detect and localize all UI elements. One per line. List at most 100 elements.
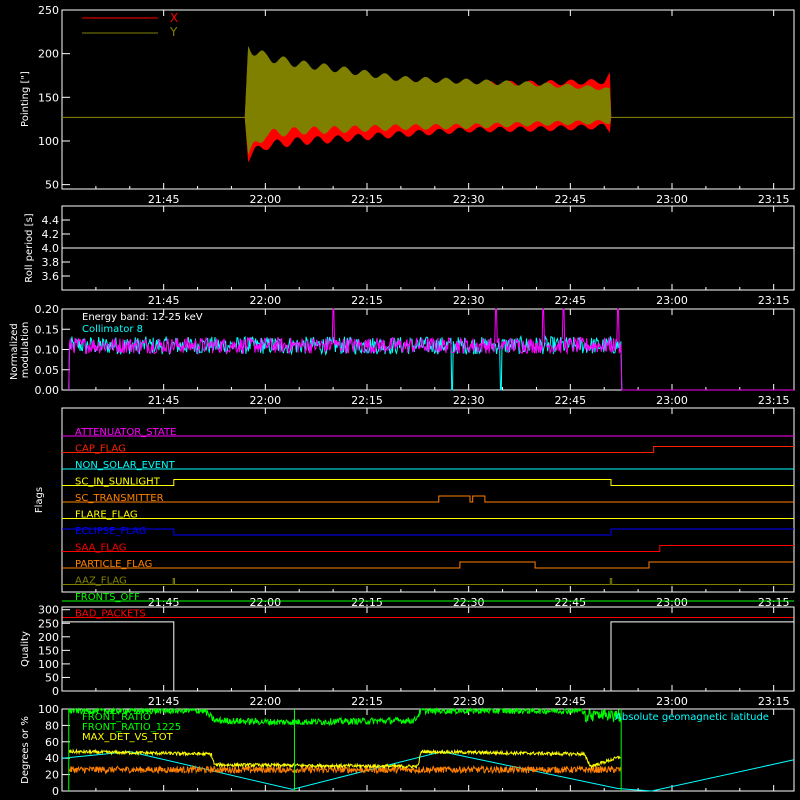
y-tick-label: 80 [45,719,59,732]
y-tick-label: 0 [52,685,59,698]
panel-quality: Quality 21:45 22:00 22:15 22:30 22:45 23:00 23… [20,604,795,708]
flag-label-cap-flag: CAP_FLAG [75,444,126,455]
flag-label-particle-flag: PARTICLE_FLAG [75,559,152,570]
front-ratio-line [68,707,622,727]
y-tick-label: 100 [38,135,59,148]
time-tick-label: 22:30 [453,695,485,708]
time-tick-label: 22:30 [453,193,485,206]
max-det-vs-tot-line [68,748,622,770]
quality-plot-area: 21:45 22:00 22:15 22:30 22:45 23:00 23:15 05010… [38,604,794,708]
flag-label-saa-flag: SAA_FLAG [75,543,126,554]
panel-modulation: Normalized modulation 21:45 22:00 22:15 22:… [9,303,795,407]
flag-label-non-solar-event: NON_SOLAR_EVENT [75,460,176,471]
panel-ratios-ylabel: Degrees or % [20,716,31,784]
y-tick-label: 50 [45,179,59,192]
y-tick-label: 0.20 [35,303,60,316]
panel-roll-period: Roll period [s] 21:45 22:00 22:15 22:30 22:4… [24,205,795,307]
y-tick-label: 4.0 [42,242,60,255]
legend-max-det-vs-tot: MAX_DET_VS_TOT [82,732,174,743]
ratios-plot-area: 0 20 40 60 80 100 [38,703,795,798]
flag-line-sc-transmitter [62,495,794,503]
time-tick-label: 22:00 [249,596,281,609]
time-tick-label: 22:00 [249,193,281,206]
flag-line-aaz-flag [62,578,794,585]
panel-flags: Flags 21:45 22:00 22:15 22:30 22:45 23:00 23:1… [34,407,795,620]
time-tick-label: 23:15 [758,294,790,307]
y-tick-label: 0.10 [35,344,60,357]
flags-plot-area: 21:45 22:00 22:15 22:30 22:45 23:00 23:15 ATTEN… [62,408,794,620]
modulation-ylabel-line2: modulation [20,322,31,379]
flag-label-attenuator-state: ATTENUATOR_STATE [75,427,176,438]
time-tick-label: 22:30 [453,294,485,307]
flag-label-eclipse-flag: ECLIPSE_FLAG [75,526,146,537]
y-tick-label: 200 [38,48,59,61]
modulation-energy-band-label: Energy band: 12-25 keV [82,312,203,323]
time-tick-label: 23:00 [656,193,688,206]
panel-ratios-frame [61,708,795,792]
flag-line-cap-flag [62,446,794,453]
time-tick-label: 23:15 [758,596,790,609]
legend-y-label: Y [169,25,178,39]
roll-plot-area: 21:45 22:00 22:15 22:30 22:45 23:00 23:15 3.63.… [42,206,794,307]
y-tick-label: 0 [52,785,59,798]
y-tick-label: 20 [45,769,59,782]
time-tick-label: 22:00 [249,695,281,708]
panel-flags-ylabel: Flags [34,487,45,513]
time-tick-label: 21:45 [148,193,180,206]
time-tick-label: 22:15 [351,193,383,206]
orange-ratio-line [68,764,622,775]
y-tick-label: 0.05 [35,364,60,377]
flag-line-saa-flag [62,545,794,552]
modulation-plot-area: 21:45 22:00 22:15 22:30 22:45 23:00 23:15 0.00 0… [35,303,794,407]
modulation-collimator-label: Collimator 8 [82,324,143,335]
time-tick-label: 22:45 [554,294,586,307]
pointing-legend: X Y [82,11,178,39]
y-tick-label: 200 [38,631,59,644]
time-tick-label: 22:15 [351,695,383,708]
legend-x-label: X [170,11,178,25]
modulation-series-1 [68,308,794,391]
time-tick-label: 23:00 [656,294,688,307]
time-tick-label: 23:00 [656,394,688,407]
time-tick-label: 22:45 [554,394,586,407]
legend-geomagnetic-latitude: Absolute geomagnetic latitude [615,712,769,723]
time-tick-label: 22:00 [249,294,281,307]
panel-quality-frame [61,606,795,692]
y-tick-label: 150 [38,644,59,657]
time-tick-label: 23:15 [758,193,790,206]
y-tick-label: 300 [38,604,59,617]
time-tick-label: 21:45 [148,695,180,708]
flag-label-fronts-off: FRONTS_OFF [75,592,140,603]
y-tick-label: 100 [38,658,59,671]
time-tick-label: 22:45 [554,596,586,609]
quality-line [62,621,794,692]
flag-line-sc-in-sunlight [62,479,794,486]
time-tick-label: 21:45 [148,294,180,307]
time-tick-label: 22:30 [453,596,485,609]
time-tick-label: 23:00 [656,596,688,609]
time-tick-label: 22:15 [351,394,383,407]
y-tick-label: 4.4 [42,214,60,227]
pointing-series-y [62,46,794,155]
y-tick-label: 3.8 [42,256,60,269]
y-tick-label: 100 [38,703,59,716]
panel-quality-ylabel: Quality [20,631,31,667]
panel-pointing: Pointing ["] 21:45 22:00 22:15 22:30 22:45 23… [20,4,795,206]
y-tick-label: 3.6 [42,270,60,283]
flag-label-aaz-flag: AAZ_FLAG [75,576,127,587]
time-tick-label: 22:15 [351,596,383,609]
flag-line-eclipse-flag [62,528,794,536]
y-tick-label: 4.2 [42,228,60,241]
flag-label-bad-packets: BAD_PACKETS [75,609,146,620]
legend-front-ratio-1225: FRONT_RATIO_1225 [82,722,181,733]
time-tick-label: 23:15 [758,394,790,407]
panel-ratios: Degrees or % 0 20 40 60 80 100 FRONT_RATIO FR… [20,703,795,798]
y-tick-label: 250 [38,4,59,17]
y-tick-label: 250 [38,617,59,630]
time-tick-label: 21:45 [148,394,180,407]
panel-roll-ylabel: Roll period [s] [24,213,35,282]
y-tick-label: 0.15 [35,323,60,336]
time-tick-label: 23:00 [656,695,688,708]
y-tick-label: 40 [45,752,59,765]
